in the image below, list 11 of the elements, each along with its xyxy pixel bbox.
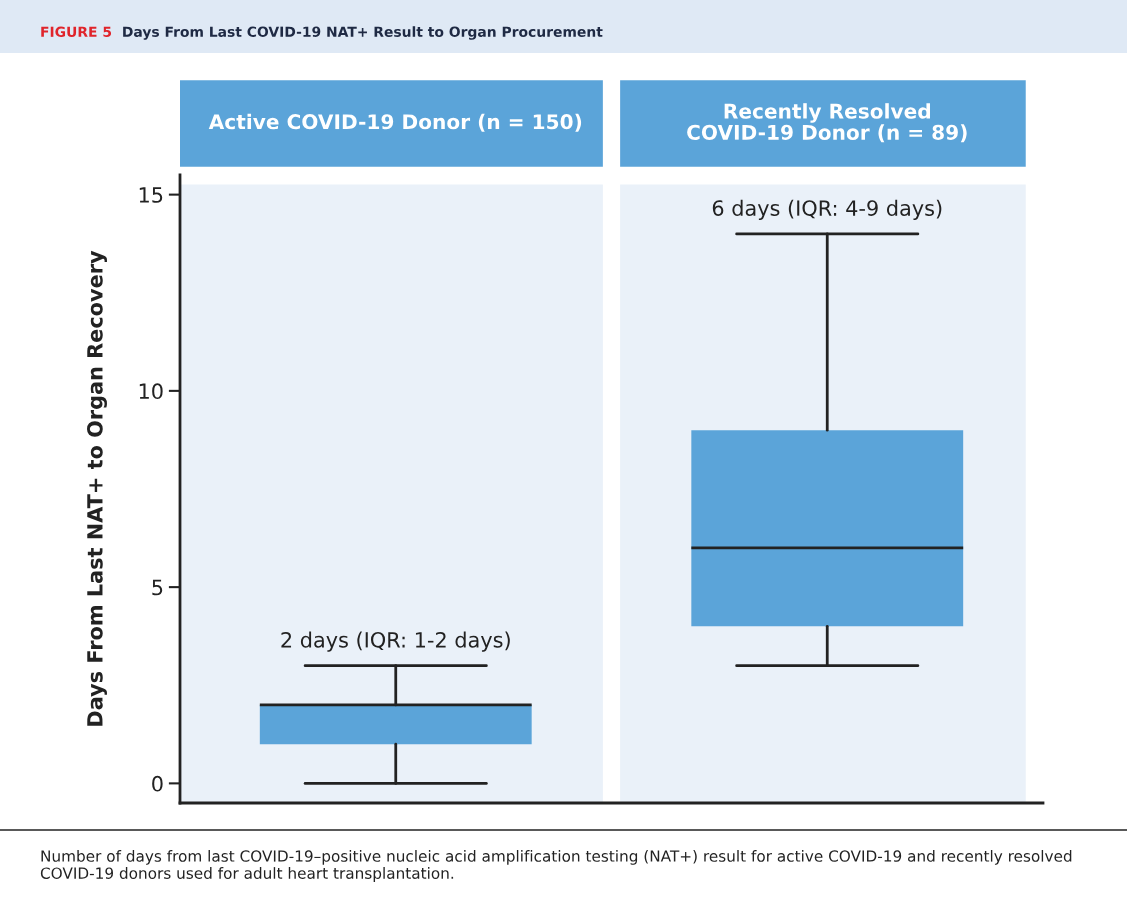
x-tick-label: Recently Resolved COVID-19 Donor (n = 89) [687, 103, 967, 143]
annotation: 2 days (IQR: 1-2 days) [281, 631, 510, 652]
y-tick-label: 0 [152, 775, 163, 792]
y-tick-label: 15 [139, 187, 163, 203]
y-tick-label: 10 [139, 383, 163, 400]
x-tick-label: Active COVID-19 Donor (n = 150) [208, 113, 582, 132]
chart-title: FIGURE 5 Days From Last COVID-19 NAT+ Result to Organ Procurement [41, 26, 603, 40]
y-axis-title: Days From Last NAT+ to Organ Recovery [87, 250, 107, 726]
y-tick-label: 5 [152, 579, 163, 596]
annotation: 6 days (IQR: 4-9 days) [712, 199, 942, 220]
text: Number of days from last COVID-19–positive nucleic acid amplification testing (NAT+) result for active COVID-19 and recently resolved COVID-19 donors used for adult heart transplantation. [40, 850, 1072, 882]
